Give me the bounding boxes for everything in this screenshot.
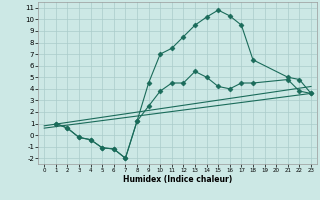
X-axis label: Humidex (Indice chaleur): Humidex (Indice chaleur) [123,175,232,184]
